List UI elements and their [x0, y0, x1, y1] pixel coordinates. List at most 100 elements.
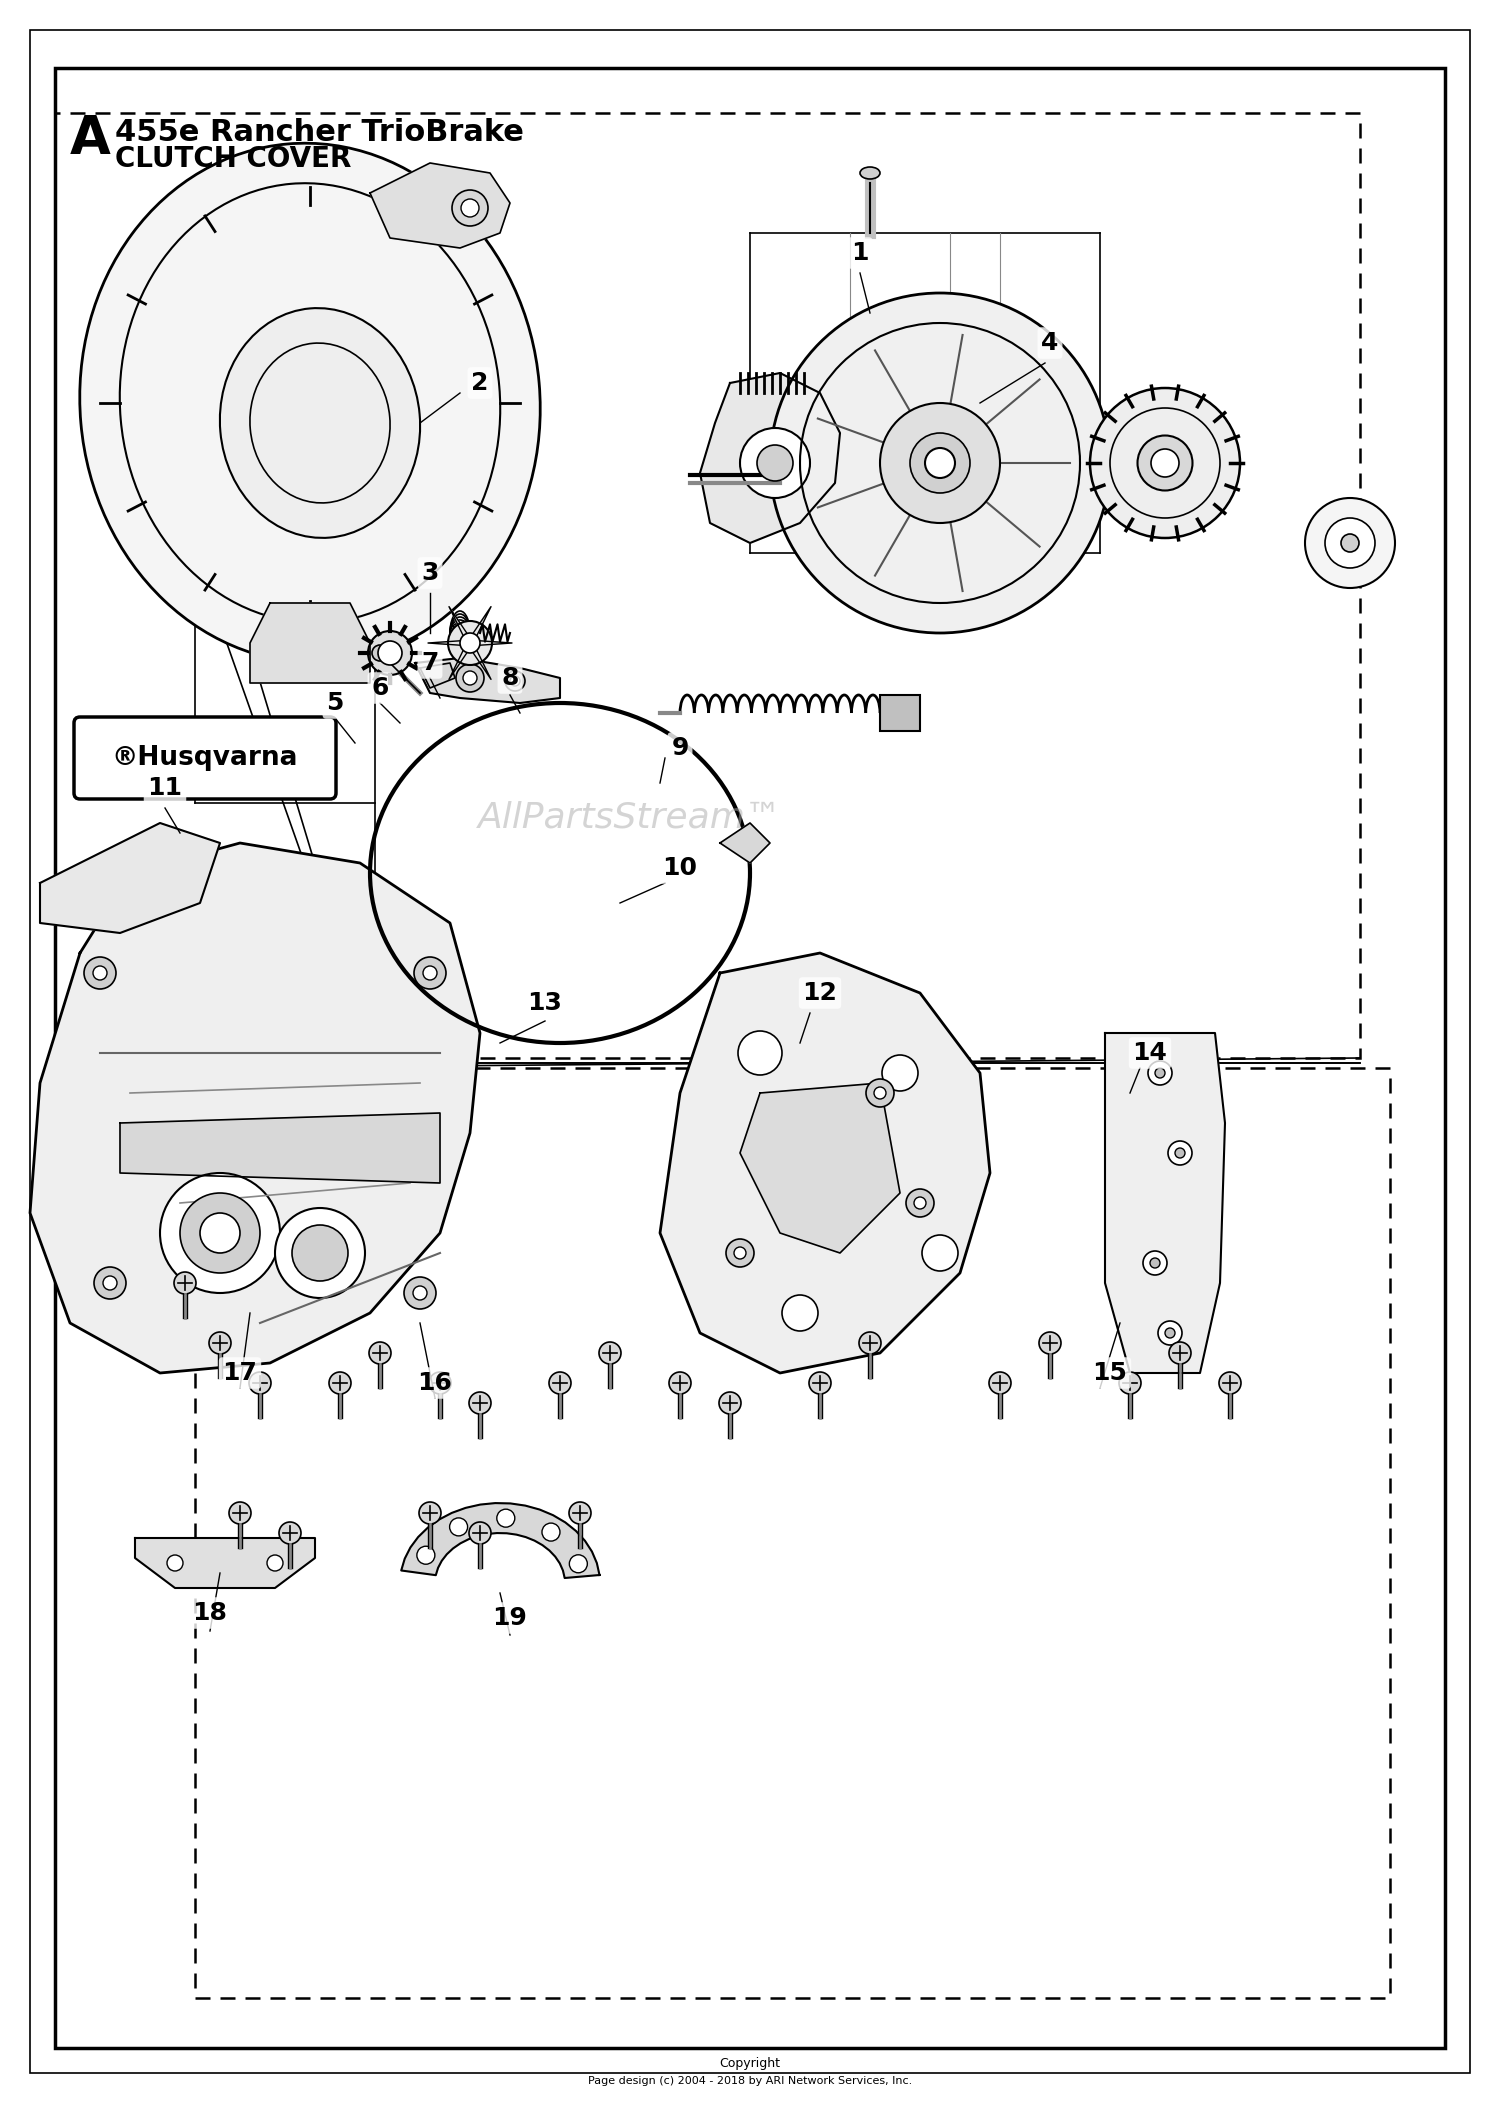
- Ellipse shape: [770, 292, 1110, 633]
- Polygon shape: [700, 372, 840, 543]
- Circle shape: [549, 1371, 572, 1394]
- Circle shape: [417, 1546, 435, 1565]
- Circle shape: [328, 1371, 351, 1394]
- Circle shape: [279, 1523, 302, 1544]
- Circle shape: [452, 189, 488, 225]
- Polygon shape: [370, 164, 510, 248]
- Text: Copyright: Copyright: [720, 2057, 780, 2069]
- Circle shape: [372, 646, 388, 660]
- Text: AllPartsStream™: AllPartsStream™: [478, 801, 782, 835]
- Circle shape: [267, 1554, 284, 1571]
- Circle shape: [94, 1266, 126, 1300]
- Circle shape: [209, 1331, 231, 1354]
- Ellipse shape: [80, 143, 540, 662]
- Text: 15: 15: [1092, 1361, 1128, 1386]
- Text: 9: 9: [672, 736, 688, 759]
- Circle shape: [429, 1371, 451, 1394]
- Circle shape: [84, 957, 116, 988]
- Circle shape: [378, 641, 402, 665]
- Circle shape: [414, 957, 446, 988]
- Circle shape: [510, 675, 520, 686]
- Circle shape: [740, 429, 810, 498]
- Circle shape: [598, 1342, 621, 1365]
- Polygon shape: [400, 1504, 600, 1577]
- Text: 11: 11: [147, 776, 183, 799]
- Circle shape: [448, 620, 492, 665]
- Circle shape: [369, 1342, 392, 1365]
- Circle shape: [1143, 1251, 1167, 1274]
- Polygon shape: [40, 822, 220, 934]
- Circle shape: [874, 1087, 886, 1100]
- Text: 7: 7: [422, 652, 438, 675]
- Polygon shape: [427, 641, 462, 646]
- Circle shape: [1119, 1371, 1142, 1394]
- Circle shape: [988, 1371, 1011, 1394]
- Text: 8: 8: [501, 667, 519, 690]
- Circle shape: [464, 671, 477, 686]
- Circle shape: [914, 1197, 926, 1209]
- Text: 13: 13: [528, 991, 562, 1016]
- Polygon shape: [740, 1083, 900, 1253]
- Text: 18: 18: [192, 1600, 228, 1626]
- Circle shape: [368, 631, 413, 675]
- Circle shape: [470, 1523, 490, 1544]
- Ellipse shape: [1137, 435, 1192, 490]
- Circle shape: [460, 633, 480, 654]
- Polygon shape: [420, 662, 454, 688]
- Circle shape: [718, 1392, 741, 1413]
- Polygon shape: [660, 953, 990, 1373]
- Circle shape: [166, 1554, 183, 1571]
- Circle shape: [1158, 1321, 1182, 1346]
- Text: 455e Rancher TrioBrake: 455e Rancher TrioBrake: [116, 118, 524, 147]
- Circle shape: [859, 1331, 880, 1354]
- Circle shape: [93, 965, 106, 980]
- Circle shape: [1168, 1142, 1192, 1165]
- Text: 6: 6: [372, 675, 388, 700]
- Circle shape: [180, 1192, 260, 1272]
- Text: 16: 16: [417, 1371, 453, 1394]
- Circle shape: [456, 665, 484, 692]
- FancyBboxPatch shape: [74, 717, 336, 799]
- Ellipse shape: [1305, 498, 1395, 589]
- Text: ®Husqvarna: ®Husqvarna: [111, 744, 298, 772]
- Circle shape: [200, 1213, 240, 1253]
- Circle shape: [1148, 1062, 1172, 1085]
- Circle shape: [758, 446, 794, 482]
- Ellipse shape: [859, 166, 880, 179]
- Circle shape: [669, 1371, 692, 1394]
- Circle shape: [1174, 1148, 1185, 1159]
- Circle shape: [249, 1371, 272, 1394]
- Circle shape: [274, 1207, 364, 1298]
- Circle shape: [450, 1518, 468, 1535]
- Text: Page design (c) 2004 - 2018 by ARI Network Services, Inc.: Page design (c) 2004 - 2018 by ARI Netwo…: [588, 2076, 912, 2086]
- Text: 17: 17: [222, 1361, 258, 1386]
- Polygon shape: [720, 822, 770, 862]
- Text: 19: 19: [492, 1607, 528, 1630]
- Polygon shape: [416, 658, 560, 702]
- Bar: [56, 114, 1360, 1058]
- Polygon shape: [477, 641, 512, 646]
- Circle shape: [865, 1079, 894, 1106]
- Polygon shape: [135, 1537, 315, 1588]
- Circle shape: [292, 1226, 348, 1281]
- Polygon shape: [472, 606, 490, 637]
- Circle shape: [1220, 1371, 1240, 1394]
- Circle shape: [104, 1277, 117, 1289]
- Circle shape: [782, 1295, 818, 1331]
- Circle shape: [1155, 1068, 1166, 1079]
- Text: A: A: [70, 114, 111, 164]
- Bar: [880, 694, 920, 732]
- Circle shape: [1166, 1327, 1174, 1338]
- Circle shape: [506, 671, 525, 692]
- Polygon shape: [448, 648, 468, 679]
- Ellipse shape: [926, 448, 956, 477]
- Circle shape: [734, 1247, 746, 1260]
- Circle shape: [922, 1234, 958, 1270]
- Circle shape: [738, 1030, 782, 1075]
- Text: 3: 3: [422, 562, 438, 585]
- Ellipse shape: [1150, 450, 1179, 477]
- Circle shape: [230, 1502, 251, 1525]
- Polygon shape: [472, 648, 490, 679]
- Polygon shape: [448, 606, 468, 637]
- Circle shape: [1168, 1342, 1191, 1365]
